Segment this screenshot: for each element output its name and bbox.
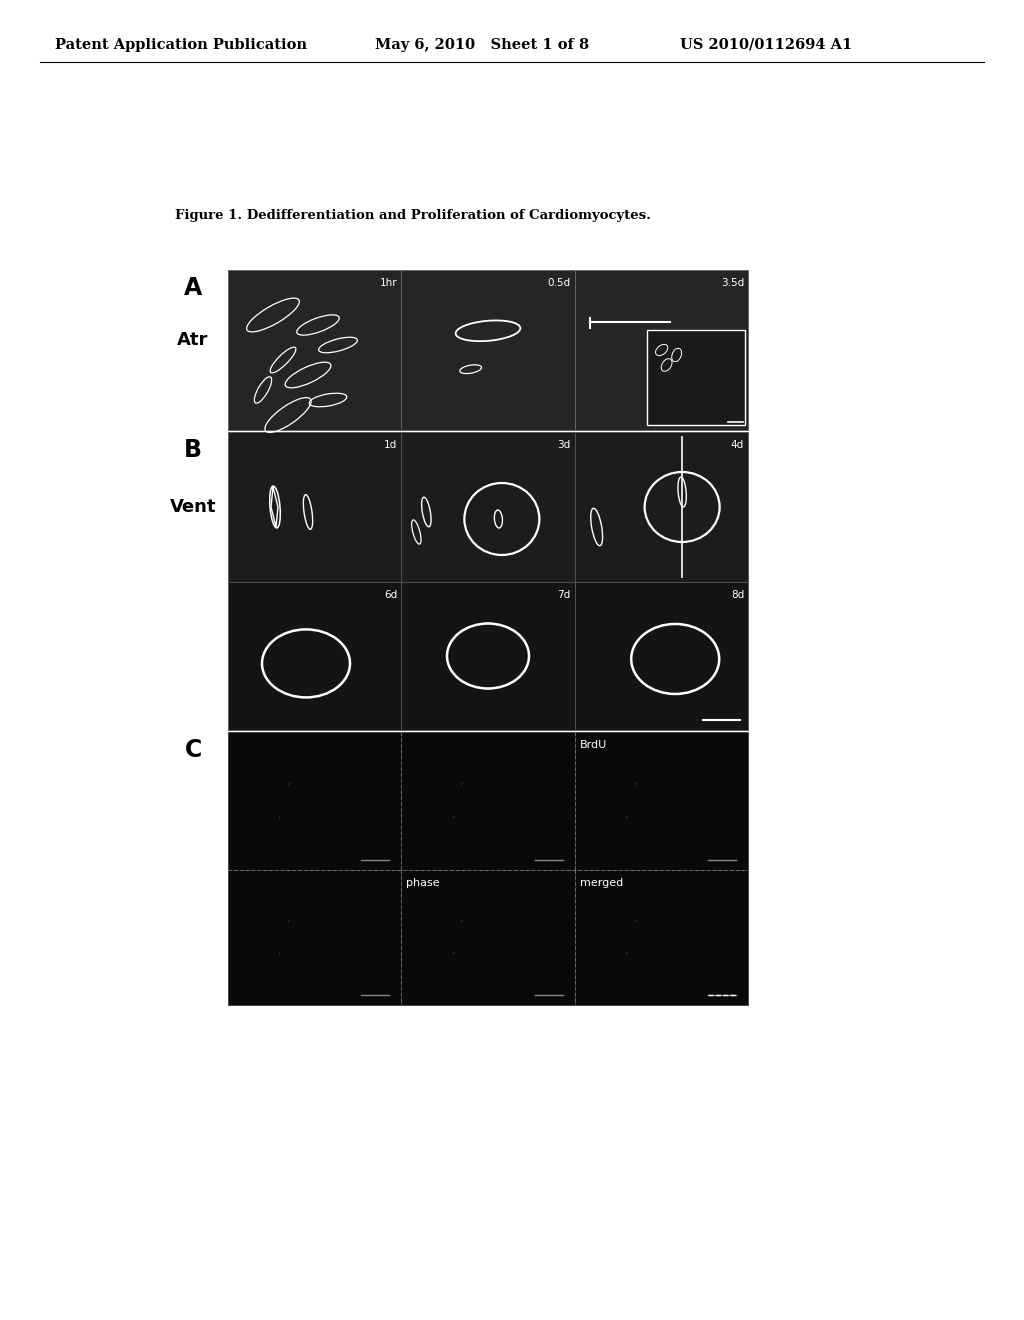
Text: 1d: 1d	[384, 440, 397, 450]
Text: Vent: Vent	[170, 498, 216, 516]
Bar	[574, 733, 748, 870]
Text: 8d: 8d	[731, 590, 744, 601]
Text: 1hr: 1hr	[380, 279, 397, 288]
Text: merged: merged	[580, 878, 623, 888]
Text: r: r	[279, 952, 282, 956]
Text: r: r	[626, 952, 628, 956]
Text: r: r	[288, 781, 290, 787]
Text: r: r	[626, 814, 628, 820]
Bar	[401, 870, 574, 1005]
Text: r: r	[634, 919, 637, 924]
Text: 6d: 6d	[384, 590, 397, 601]
Text: r: r	[453, 814, 455, 820]
Bar	[228, 733, 401, 870]
Text: 3d: 3d	[557, 440, 570, 450]
Text: r: r	[461, 781, 463, 787]
Bar	[228, 582, 401, 730]
Text: A: A	[184, 276, 202, 300]
Bar	[401, 432, 574, 582]
Text: Patent Application Publication: Patent Application Publication	[55, 38, 307, 51]
Bar	[574, 432, 748, 582]
Bar	[401, 733, 574, 870]
Bar	[228, 870, 401, 1005]
Text: phase: phase	[407, 878, 440, 888]
Bar	[574, 271, 748, 430]
Bar	[228, 432, 401, 582]
Text: r: r	[453, 952, 455, 956]
Bar	[228, 271, 401, 430]
Text: r: r	[288, 919, 290, 924]
Text: US 2010/0112694 A1: US 2010/0112694 A1	[680, 38, 852, 51]
Text: Atr: Atr	[177, 331, 209, 348]
Text: B: B	[184, 438, 202, 462]
Bar	[574, 870, 748, 1005]
Text: 0.5d: 0.5d	[548, 279, 570, 288]
Bar	[647, 330, 745, 425]
Text: r: r	[634, 781, 637, 787]
Text: 7d: 7d	[557, 590, 570, 601]
Bar	[401, 582, 574, 730]
Text: r: r	[279, 814, 282, 820]
Text: 4d: 4d	[731, 440, 744, 450]
Text: r: r	[461, 919, 463, 924]
Text: C: C	[184, 738, 202, 762]
Text: May 6, 2010   Sheet 1 of 8: May 6, 2010 Sheet 1 of 8	[375, 38, 589, 51]
Bar	[401, 271, 574, 430]
Bar	[574, 582, 748, 730]
Text: Figure 1. Dedifferentiation and Proliferation of Cardiomyocytes.: Figure 1. Dedifferentiation and Prolifer…	[175, 209, 651, 222]
Text: 3.5d: 3.5d	[721, 279, 744, 288]
Text: BrdU: BrdU	[580, 741, 607, 750]
